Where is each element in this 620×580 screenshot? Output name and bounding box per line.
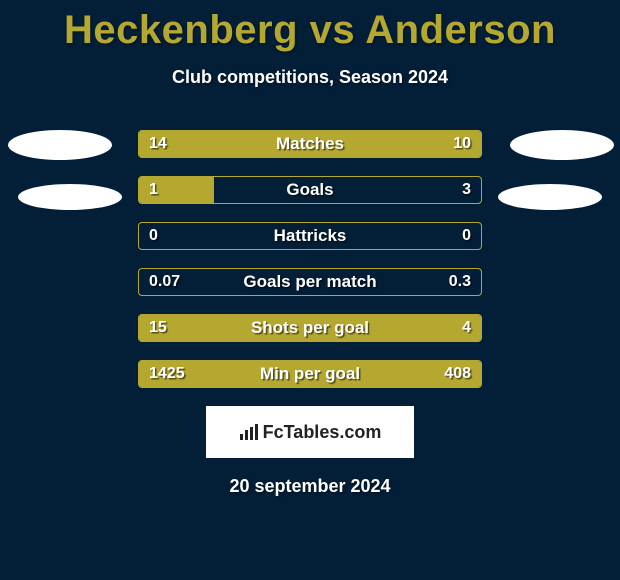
player-left-avatar-bottom — [18, 184, 122, 210]
logo-text: FcTables.com — [263, 422, 382, 443]
logo: FcTables.com — [239, 422, 382, 443]
bar-fill-left — [139, 361, 399, 387]
value-right: 3 — [462, 177, 471, 203]
page-title: Heckenberg vs Anderson — [0, 0, 620, 53]
player-left-avatar-top — [8, 130, 112, 160]
bar-fill-right — [399, 315, 481, 341]
bar-row-shots-per-goal: 15 Shots per goal 4 — [138, 314, 482, 342]
bar-row-min-per-goal: 1425 Min per goal 408 — [138, 360, 482, 388]
bar-row-goals-per-match: 0.07 Goals per match 0.3 — [138, 268, 482, 296]
value-left: 0 — [149, 223, 158, 249]
value-left: 0.07 — [149, 269, 180, 295]
player-right-avatar-top — [510, 130, 614, 160]
date-text: 20 september 2024 — [0, 476, 620, 497]
bars-container: 14 Matches 10 1 Goals 3 0 Hattricks 0 0.… — [138, 130, 482, 388]
bar-row-hattricks: 0 Hattricks 0 — [138, 222, 482, 250]
value-right: 0 — [462, 223, 471, 249]
bar-row-goals: 1 Goals 3 — [138, 176, 482, 204]
bar-fill-left — [139, 315, 399, 341]
stat-label: Goals per match — [139, 269, 481, 295]
comparison-chart: 14 Matches 10 1 Goals 3 0 Hattricks 0 0.… — [0, 130, 620, 497]
bar-fill-left — [139, 131, 337, 157]
bar-fill-right — [399, 361, 481, 387]
player-right-avatar-bottom — [498, 184, 602, 210]
bar-chart-icon — [239, 424, 259, 440]
stat-label: Hattricks — [139, 223, 481, 249]
subtitle: Club competitions, Season 2024 — [0, 67, 620, 88]
bar-fill-right — [337, 131, 481, 157]
logo-box: FcTables.com — [206, 406, 414, 458]
bar-fill-left — [139, 177, 214, 203]
value-right: 0.3 — [449, 269, 471, 295]
bar-row-matches: 14 Matches 10 — [138, 130, 482, 158]
